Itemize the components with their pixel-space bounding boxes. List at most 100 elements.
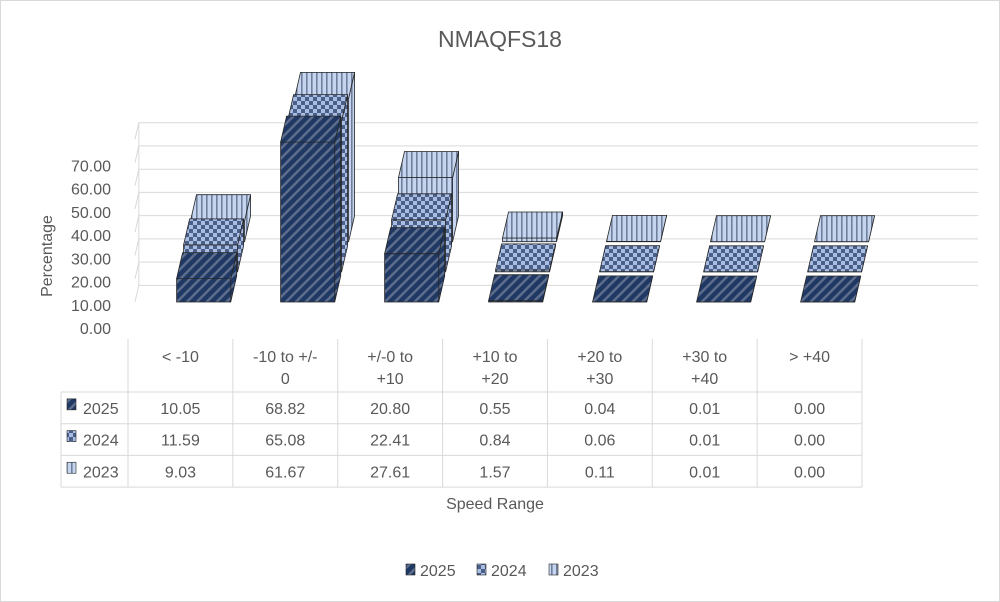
y-tick-label: 20.00 <box>71 275 111 292</box>
legend-label: 2024 <box>491 563 527 580</box>
table-value: 0.55 <box>479 401 510 418</box>
legend-item-2024: 2024 <box>476 563 527 580</box>
bar-front <box>384 253 440 303</box>
y-axis-label: Percentage <box>39 215 56 297</box>
category-label: > +40 <box>789 349 830 366</box>
bar-2025-6 <box>800 275 862 303</box>
bar-top <box>696 275 758 303</box>
category-label: +10 to +20 <box>473 349 518 388</box>
bars <box>176 72 876 303</box>
y-tick-label: 60.00 <box>71 182 111 199</box>
bar-top <box>807 245 869 273</box>
bar-side <box>341 94 349 272</box>
bar-front <box>280 141 336 303</box>
y-tick-label: 40.00 <box>71 228 111 245</box>
bar-top <box>813 215 876 243</box>
y-tick-label: 0.00 <box>80 321 111 338</box>
table-value: 68.82 <box>265 401 305 418</box>
table-value: 11.59 <box>161 433 200 450</box>
table-value: 0.06 <box>584 433 615 450</box>
gridline <box>134 145 979 163</box>
category-label: -10 to +/-0 <box>253 349 317 388</box>
table-value: 22.41 <box>370 433 410 450</box>
legend-swatch <box>405 563 416 576</box>
legend: 2025 2024 2023 <box>405 563 599 580</box>
gridline <box>134 168 979 186</box>
table-value: 27.61 <box>370 464 410 481</box>
bar-2025-3 <box>488 274 550 303</box>
table-value: 0.00 <box>794 433 825 450</box>
y-tick-label: 50.00 <box>71 205 111 222</box>
table-value: 65.08 <box>265 433 305 450</box>
bar-top <box>599 245 661 273</box>
y-axis: 0.00 10.00 20.00 30.00 40.00 50.00 60.00 70.00 <box>71 158 111 338</box>
table-value: 61.67 <box>265 464 305 481</box>
bar-2025-2 <box>384 227 446 303</box>
bar-2023-4 <box>605 214 668 243</box>
data-table: < -10 -10 to +/-0 +/-0 to +10 +10 to +20 +20 t… <box>60 339 863 488</box>
bar-2024-4 <box>599 245 661 273</box>
legend-swatch <box>548 563 559 576</box>
legend-item-2025: 2025 <box>405 563 456 580</box>
bar-top <box>605 214 668 242</box>
bar-top <box>183 218 245 246</box>
bar-2024-6 <box>807 245 869 273</box>
table-value: 1.57 <box>479 464 510 481</box>
bar-top <box>703 245 765 273</box>
series-key-2024 <box>66 430 77 442</box>
table-value: 0.01 <box>689 464 720 481</box>
bar-2024-3 <box>495 243 557 273</box>
bar-2023-6 <box>813 215 876 243</box>
series-key-2025 <box>66 398 77 411</box>
bar-2023-3 <box>501 211 564 243</box>
x-axis-label: Speed Range <box>446 496 544 513</box>
table-value: 0.84 <box>479 433 510 450</box>
bar-top <box>501 211 564 239</box>
legend-swatch <box>476 563 487 576</box>
y-tick-label: 30.00 <box>71 251 111 268</box>
table-value: 0.04 <box>584 401 615 418</box>
bar-top <box>488 274 550 302</box>
bar-top <box>189 194 252 222</box>
bar-2025-0 <box>176 252 238 303</box>
bar-top <box>176 252 238 280</box>
table-series-name: 2025 <box>83 401 119 418</box>
y-tick-label: 10.00 <box>71 298 111 315</box>
bar-top <box>709 215 772 243</box>
bar-top <box>280 115 342 143</box>
bar-front <box>176 278 232 303</box>
bar-side <box>348 72 356 242</box>
category-label: < -10 <box>162 349 199 366</box>
category-label: +20 to +30 <box>577 349 622 388</box>
table-value: 0.11 <box>585 464 615 481</box>
bar-2025-5 <box>696 275 758 303</box>
table-value: 0.00 <box>794 401 825 418</box>
table-value: 10.05 <box>160 401 200 418</box>
bar-top <box>800 275 862 303</box>
table-value: 20.80 <box>370 401 410 418</box>
bar-top <box>397 151 460 178</box>
table-series-name: 2023 <box>83 464 119 481</box>
bar-top <box>384 227 446 255</box>
table-value: 0.01 <box>689 401 720 418</box>
table-series-name: 2024 <box>83 433 119 450</box>
chart-title: NMAQFS18 <box>438 26 562 52</box>
series-key-2023 <box>66 461 77 474</box>
category-label: +30 to +40 <box>682 349 727 388</box>
table-value: 9.03 <box>165 464 196 481</box>
legend-label: 2023 <box>563 563 599 580</box>
bar-top <box>495 243 557 271</box>
category-label: +/-0 to +10 <box>367 349 413 388</box>
legend-item-2023: 2023 <box>548 563 599 580</box>
bar-2024-5 <box>703 245 765 273</box>
y-tick-label: 70.00 <box>71 158 111 175</box>
table-value: 0.01 <box>689 433 720 450</box>
bar-top <box>391 193 453 221</box>
legend-label: 2025 <box>420 563 456 580</box>
gridline <box>134 122 979 140</box>
bar-top <box>592 275 654 303</box>
bar-2025-4 <box>592 275 654 303</box>
table-value: 0.00 <box>794 464 825 481</box>
